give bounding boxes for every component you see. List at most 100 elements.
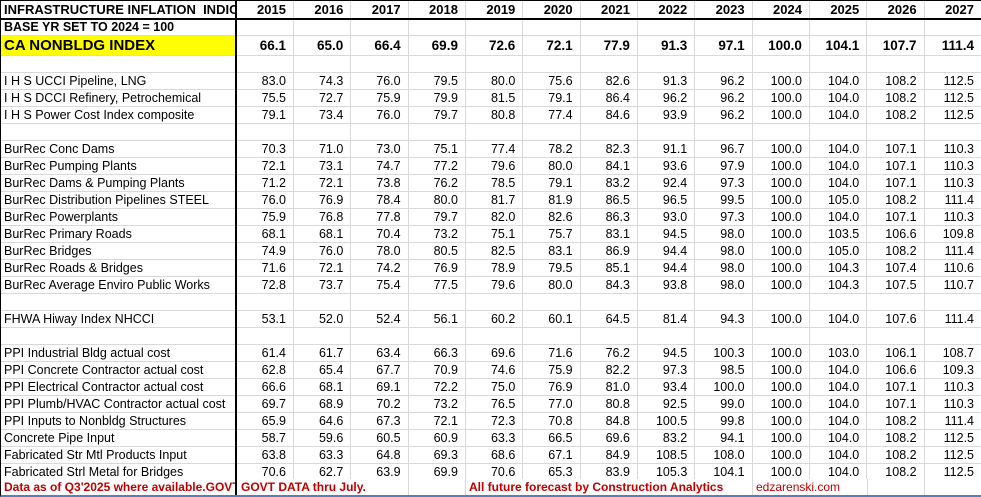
value-cell[interactable]: 52.4 (350, 310, 409, 328)
value-cell[interactable]: 79.1 (236, 106, 294, 124)
value-cell[interactable]: 73.7 (293, 276, 352, 294)
value-cell[interactable]: 104.0 (809, 106, 868, 124)
value-cell[interactable]: 97.9 (694, 157, 753, 175)
value-cell[interactable] (580, 327, 638, 345)
row-label-cell[interactable] (1, 293, 238, 311)
value-cell[interactable]: 70.9 (408, 361, 466, 379)
value-cell[interactable]: 68.1 (293, 378, 352, 396)
website-note-cell[interactable]: edzarenski.com (756, 480, 841, 494)
value-cell[interactable]: 100.0 (752, 191, 810, 209)
value-cell[interactable]: 104.0 (809, 157, 868, 175)
value-cell[interactable]: 79.7 (408, 208, 466, 226)
value-cell[interactable] (580, 123, 638, 141)
value-cell[interactable] (637, 19, 696, 36)
value-cell[interactable] (580, 55, 638, 73)
value-cell[interactable]: 77.8 (350, 208, 409, 226)
value-cell[interactable]: 112.5 (924, 106, 981, 124)
value-cell[interactable]: 96.2 (694, 72, 753, 90)
value-cell[interactable]: 110.3 (924, 378, 981, 396)
row-label-cell[interactable]: I H S DCCI Refinery, Petrochemical (1, 89, 238, 107)
value-cell[interactable] (809, 123, 868, 141)
value-cell[interactable]: 91.1 (637, 140, 696, 158)
row-label-cell[interactable]: I H S UCCI Pipeline, LNG (1, 72, 238, 90)
data-asof-note-cell[interactable]: Data as of Q3'2025 where available.GOVT … (4, 480, 235, 494)
value-cell[interactable]: 100.0 (752, 89, 810, 107)
value-cell[interactable]: 60.9 (408, 429, 466, 447)
value-cell[interactable]: 100.0 (752, 412, 810, 430)
value-cell[interactable] (752, 123, 810, 141)
value-cell[interactable]: 75.4 (350, 276, 409, 294)
value-cell[interactable]: 77.0 (522, 395, 581, 413)
row-label-cell[interactable] (1, 123, 238, 141)
value-cell[interactable]: 104.1 (809, 35, 868, 56)
row-label-cell[interactable]: BurRec Primary Roads (1, 225, 238, 243)
value-cell[interactable]: 72.1 (408, 412, 466, 430)
value-cell[interactable]: 70.3 (236, 140, 294, 158)
value-cell[interactable] (580, 293, 638, 311)
value-cell[interactable] (924, 293, 981, 311)
value-cell[interactable] (465, 123, 524, 141)
value-cell[interactable]: 107.1 (866, 395, 925, 413)
value-cell[interactable]: 98.0 (694, 259, 753, 277)
value-cell[interactable]: 104.0 (809, 361, 868, 379)
value-cell[interactable] (694, 19, 753, 36)
value-cell[interactable]: 104.0 (809, 174, 868, 192)
value-cell[interactable] (465, 327, 524, 345)
row-label-cell[interactable]: PPI Industrial Bldg actual cost (1, 344, 238, 362)
value-cell[interactable]: 100.0 (752, 208, 810, 226)
value-cell[interactable]: 108.2 (866, 106, 925, 124)
value-cell[interactable]: 110.3 (924, 157, 981, 175)
value-cell[interactable]: 100.0 (752, 276, 810, 294)
year-header-cell[interactable]: 2026 (866, 1, 925, 20)
value-cell[interactable]: 98.5 (694, 361, 753, 379)
value-cell[interactable]: 66.1 (236, 35, 294, 56)
row-label-cell[interactable]: FHWA Hiway Index NHCCI (1, 310, 238, 328)
value-cell[interactable]: 76.0 (293, 242, 352, 260)
value-cell[interactable]: 100.0 (752, 378, 810, 396)
year-header-cell[interactable]: 2020 (522, 1, 581, 20)
value-cell[interactable]: 70.6 (236, 463, 294, 481)
value-cell[interactable]: 93.4 (637, 378, 696, 396)
value-cell[interactable]: 107.5 (866, 276, 925, 294)
value-cell[interactable] (293, 123, 352, 141)
value-cell[interactable]: 79.1 (522, 174, 581, 192)
value-cell[interactable]: 63.9 (350, 463, 409, 481)
value-cell[interactable]: 107.1 (866, 157, 925, 175)
value-cell[interactable]: 79.5 (522, 259, 581, 277)
value-cell[interactable] (350, 293, 409, 311)
value-cell[interactable]: 66.3 (408, 344, 466, 362)
value-cell[interactable]: 104.3 (809, 259, 868, 277)
value-cell[interactable]: 72.1 (522, 35, 581, 56)
value-cell[interactable] (752, 55, 810, 73)
year-header-cell[interactable]: 2027 (924, 1, 981, 20)
row-label-cell[interactable]: BurRec Distribution Pipelines STEEL (1, 191, 238, 209)
value-cell[interactable]: 71.6 (522, 344, 581, 362)
value-cell[interactable]: 72.1 (236, 157, 294, 175)
value-cell[interactable]: 69.7 (236, 395, 294, 413)
value-cell[interactable]: 106.6 (866, 225, 925, 243)
value-cell[interactable]: 93.8 (637, 276, 696, 294)
value-cell[interactable]: 74.3 (293, 72, 352, 90)
value-cell[interactable]: 97.3 (694, 174, 753, 192)
value-cell[interactable]: 65.0 (293, 35, 352, 56)
value-cell[interactable]: 61.7 (293, 344, 352, 362)
row-label-cell[interactable] (1, 327, 238, 345)
govt-data-note-cell[interactable]: GOVT DATA thru July. (241, 480, 366, 494)
value-cell[interactable]: 80.5 (408, 242, 466, 260)
value-cell[interactable]: 83.0 (236, 72, 294, 90)
value-cell[interactable] (637, 293, 696, 311)
value-cell[interactable]: 79.1 (522, 89, 581, 107)
value-cell[interactable]: 105.3 (637, 463, 696, 481)
value-cell[interactable]: 72.1 (293, 174, 352, 192)
value-cell[interactable]: 91.3 (637, 72, 696, 90)
value-cell[interactable]: 66.6 (236, 378, 294, 396)
value-cell[interactable]: 85.1 (580, 259, 638, 277)
value-cell[interactable]: 73.8 (350, 174, 409, 192)
value-cell[interactable]: 112.5 (924, 429, 981, 447)
value-cell[interactable]: 100.0 (752, 35, 810, 56)
value-cell[interactable]: 75.6 (522, 72, 581, 90)
value-cell[interactable]: 100.0 (752, 72, 810, 90)
value-cell[interactable]: 96.2 (637, 89, 696, 107)
value-cell[interactable] (236, 327, 294, 345)
value-cell[interactable]: 80.0 (408, 191, 466, 209)
